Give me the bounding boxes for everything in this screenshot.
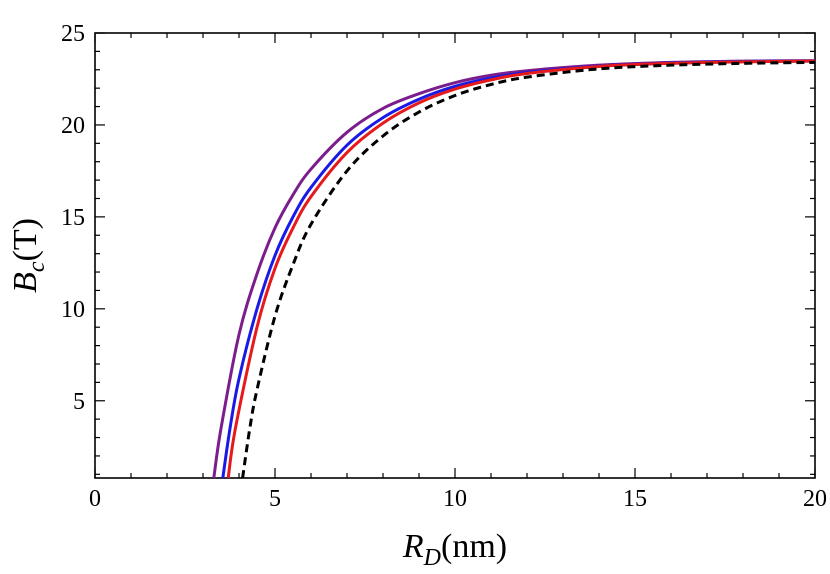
y-axis-title: Bc(T) [7,218,50,293]
ticks-layer: 0 5 10 15 20 5 10 15 20 25 [61,21,827,512]
series-line-4 [241,60,816,479]
x-tick-label: 5 [269,486,281,512]
series-line-3 [226,59,816,479]
series-line-1 [212,59,816,479]
x-axis-title-unit: (nm) [441,528,507,565]
x-tick-label: 10 [443,486,467,512]
y-tick-label: 15 [61,205,85,231]
y-tick-label: 20 [61,113,85,139]
y-tick-label: 5 [73,389,85,415]
x-tick-label: 0 [89,486,101,512]
y-axis-title-main: B [7,272,44,293]
x-axis-title-main: R [402,528,424,565]
y-axis-title-sub: c [24,261,50,272]
y-tick-label: 10 [61,297,85,323]
x-axis-title: RD(nm) [402,528,507,571]
series-line-2 [221,59,816,479]
x-tick-label: 20 [803,486,827,512]
y-axis-title-unit: (T) [7,218,44,261]
series-layer [212,59,816,479]
x-tick-label: 15 [623,486,647,512]
plot-frame [94,32,816,479]
y-tick-label: 25 [61,21,85,47]
x-axis-title-sub: D [423,545,441,571]
